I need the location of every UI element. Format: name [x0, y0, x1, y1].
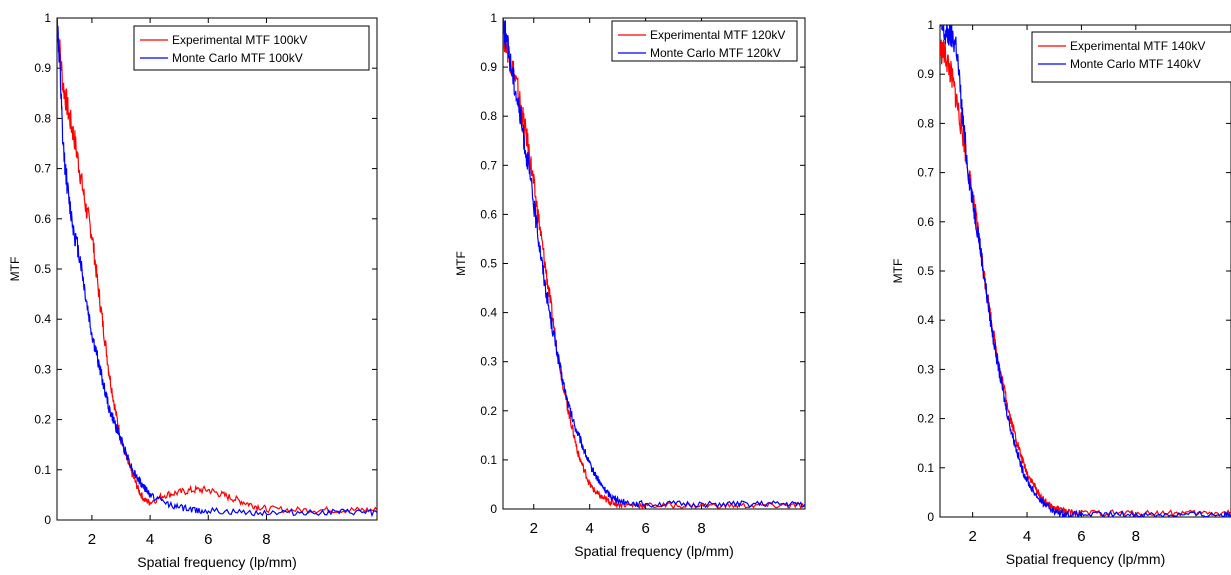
y-tick-label: 0.6: [34, 212, 51, 226]
legend: Experimental MTF 140kV Monte Carlo MTF 14…: [1031, 31, 1231, 83]
legend-entry: Monte Carlo MTF 100kV: [172, 51, 303, 65]
y-tick-label: 0.1: [480, 453, 497, 467]
series-line-monte-carlo: [940, 25, 1231, 517]
y-axis-title: MTF: [454, 251, 468, 276]
legend-entry: Experimental MTF 120kV: [650, 28, 785, 42]
y-tick-label: 0.3: [917, 362, 934, 376]
legend-box: [611, 20, 798, 62]
x-tick-label: 2: [88, 531, 96, 548]
y-tick-label: 0: [927, 510, 934, 524]
plot-area: [502, 17, 806, 510]
y-tick-label: 1: [490, 11, 497, 25]
y-tick-label: 0.4: [917, 313, 934, 327]
x-tick-label: 8: [262, 531, 270, 548]
series-line-monte-carlo: [57, 18, 377, 518]
y-tick-label: 0.4: [34, 312, 51, 326]
x-tick-label: 8: [697, 520, 705, 537]
plot-area: [939, 24, 1231, 518]
legend-entry: Experimental MTF 100kV: [172, 33, 307, 47]
x-axis-title: Spatial frequency (lp/mm): [1006, 551, 1166, 567]
legend-entry: Monte Carlo MTF 140kV: [1070, 57, 1201, 71]
y-tick-label: 0: [44, 513, 51, 527]
y-tick-label: 0.9: [480, 60, 497, 74]
x-tick-label: 8: [1132, 528, 1140, 545]
y-tick-label: 1: [927, 18, 934, 32]
y-axis-title: MTF: [891, 259, 905, 284]
y-tick-label: 0.7: [480, 158, 497, 172]
y-tick-label: 0.7: [34, 162, 51, 176]
y-tick-label: 0.8: [917, 116, 934, 130]
legend-entry: Experimental MTF 140kV: [1070, 39, 1205, 53]
x-tick-label: 2: [968, 528, 976, 545]
series-line-experimental: [503, 23, 805, 509]
x-tick-label: 2: [530, 520, 538, 537]
y-tick-label: 0.3: [480, 355, 497, 369]
mtf-panel-3: 0 0.1 0.2 0.3 0.4 0.5 0.6 0.7 0.8 0.9 1 2 4 6 8 Spatial…: [891, 18, 1231, 567]
legend-box: [133, 25, 370, 71]
y-tick-label: 0: [490, 502, 497, 516]
y-tick-label: 0.5: [34, 262, 51, 276]
y-tick-label: 0.8: [34, 111, 51, 125]
y-tick-label: 0.5: [917, 264, 934, 278]
y-axis-title: MTF: [8, 257, 22, 282]
series-line-experimental: [57, 18, 377, 515]
legend: Experimental MTF 100kV Monte Carlo MTF 10…: [133, 25, 370, 71]
mtf-panel-2: 0 0.1 0.2 0.3 0.4 0.5 0.6 0.7 0.8 0.9 1 2 4 6 8 Spatial…: [454, 11, 806, 559]
x-axis-title: Spatial frequency (lp/mm): [574, 543, 734, 559]
y-tick-label: 0.8: [480, 109, 497, 123]
y-tick-label: 0.7: [917, 166, 934, 180]
y-tick-label: 0.9: [917, 67, 934, 81]
legend-entry: Monte Carlo MTF 120kV: [650, 46, 781, 60]
y-tick-label: 0.6: [480, 207, 497, 221]
y-tick-label: 0.2: [480, 404, 497, 418]
y-tick-label: 0.2: [917, 412, 934, 426]
mtf-panel-1: 0 0.1 0.2 0.3 0.4 0.5 0.6 0.7 0.8 0.9 1 2 4 6 8 Spatial…: [8, 11, 378, 570]
x-tick-label: 4: [1023, 528, 1031, 545]
legend: Experimental MTF 120kV Monte Carlo MTF 12…: [611, 20, 798, 62]
y-tick-label: 0.5: [480, 257, 497, 271]
y-tick-label: 0.4: [480, 306, 497, 320]
y-tick-label: 0.1: [917, 461, 934, 475]
x-tick-label: 4: [586, 520, 594, 537]
y-tick-label: 0.1: [34, 463, 51, 477]
x-tick-label: 4: [146, 531, 154, 548]
y-tick-label: 0.3: [34, 362, 51, 376]
x-axis-title: Spatial frequency (lp/mm): [137, 554, 297, 570]
x-tick-label: 6: [641, 520, 649, 537]
legend-box: [1031, 31, 1231, 83]
y-tick-label: 0.9: [34, 61, 51, 75]
y-tick-label: 1: [44, 11, 51, 25]
x-tick-label: 6: [1077, 528, 1085, 545]
plot-area: [56, 17, 378, 521]
y-tick-label: 0.2: [34, 413, 51, 427]
y-tick-label: 0.6: [917, 215, 934, 229]
x-tick-label: 6: [204, 531, 212, 548]
series-line-monte-carlo: [503, 18, 805, 509]
